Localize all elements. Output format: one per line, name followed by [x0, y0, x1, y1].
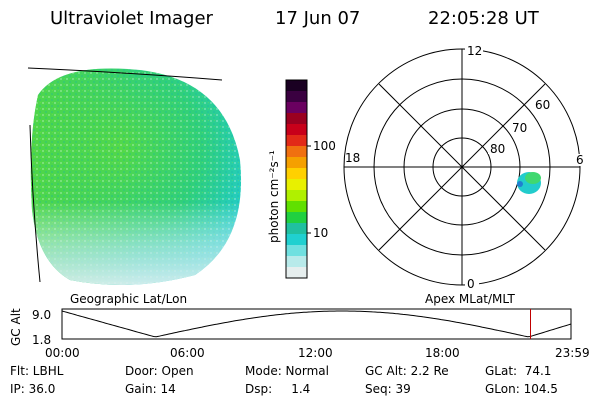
y-tick-max: 9.0 [32, 308, 51, 322]
observation-time: 22:05:28 UT [428, 8, 540, 29]
mlat-label-70: 70 [512, 121, 527, 135]
y-tick-min: 1.8 [32, 333, 51, 347]
colorbar-band [286, 135, 307, 147]
uv-image-panel: Geographic Lat/Lon [27, 67, 242, 306]
door-value: Door: Open [125, 364, 194, 378]
colorbar-band [286, 223, 307, 235]
colorbar-band [286, 234, 307, 246]
colorbar-tick-10: 10 [313, 226, 328, 240]
colorbar-band [286, 146, 307, 158]
colorbar-band [286, 168, 307, 180]
filter-value: Flt: LBHL [10, 364, 64, 378]
x-tick-1800: 18:00 [425, 346, 460, 360]
gc-alt-value: GC Alt: 2.2 Re [365, 364, 449, 378]
glat-value: GLat: 74.1 [485, 364, 551, 378]
altitude-timeline: GC Alt 9.0 1.8 00:00 06:00 12:00 18:00 2… [9, 308, 590, 360]
colorbar-unit-label: photon cm⁻²s⁻¹ [267, 150, 281, 243]
mlt-label-18: 18 [345, 151, 360, 165]
colorbar-band [286, 157, 307, 169]
colorbar-band [286, 179, 307, 191]
colorbar-band [286, 113, 307, 125]
colorbar-band [286, 91, 307, 103]
limb-line [27, 67, 223, 81]
color-scale: 100 10 photon cm⁻²s⁻¹ [267, 79, 336, 279]
x-tick-2359: 23:59 [555, 346, 590, 360]
mode-value: Mode: Normal [245, 364, 329, 378]
colorbar-band [286, 80, 307, 92]
colorbar-band [286, 267, 307, 279]
colorbar-band [286, 201, 307, 213]
observation-date: 17 Jun 07 [275, 8, 360, 29]
polar-panel-label: Apex MLat/MLT [425, 292, 515, 306]
left-panel-label: Geographic Lat/Lon [70, 292, 187, 306]
seq-value: Seq: 39 [365, 382, 411, 396]
mlt-label-6: 6 [576, 153, 584, 167]
status-footer: Flt: LBHL IP: 36.0 Door: Open Gain: 14 M… [10, 364, 558, 396]
colorbar-band [286, 212, 307, 224]
colorbar-band [286, 190, 307, 202]
x-tick-0600: 06:00 [170, 346, 205, 360]
mlat-label-60: 60 [535, 98, 550, 112]
colorbar-band [286, 124, 307, 136]
mlt-label-0: 0 [467, 277, 475, 291]
polar-aurora-blob [517, 172, 541, 194]
colorbar-band [286, 245, 307, 257]
mlt-label-12: 12 [467, 44, 482, 58]
x-tick-0000: 00:00 [45, 346, 80, 360]
dsp-value: Dsp: 1.4 [245, 382, 310, 396]
colorbar-band [286, 102, 307, 114]
ip-value: IP: 36.0 [10, 382, 55, 396]
instrument-title: Ultraviolet Imager [50, 8, 214, 29]
colorbar-band [286, 256, 307, 268]
terminator-line [29, 124, 41, 283]
polar-mlat-mlt-plot: 12 0 18 6 60 70 80 Apex MLat/MLT [343, 44, 587, 306]
timeline-axis-label: GC Alt [9, 308, 23, 346]
mlat-label-80: 80 [490, 142, 505, 156]
altitude-curve [61, 310, 572, 338]
glon-value: GLon: 104.5 [485, 382, 558, 396]
gain-value: Gain: 14 [125, 382, 176, 396]
x-tick-1200: 12:00 [298, 346, 333, 360]
colorbar-tick-100: 100 [313, 139, 336, 153]
